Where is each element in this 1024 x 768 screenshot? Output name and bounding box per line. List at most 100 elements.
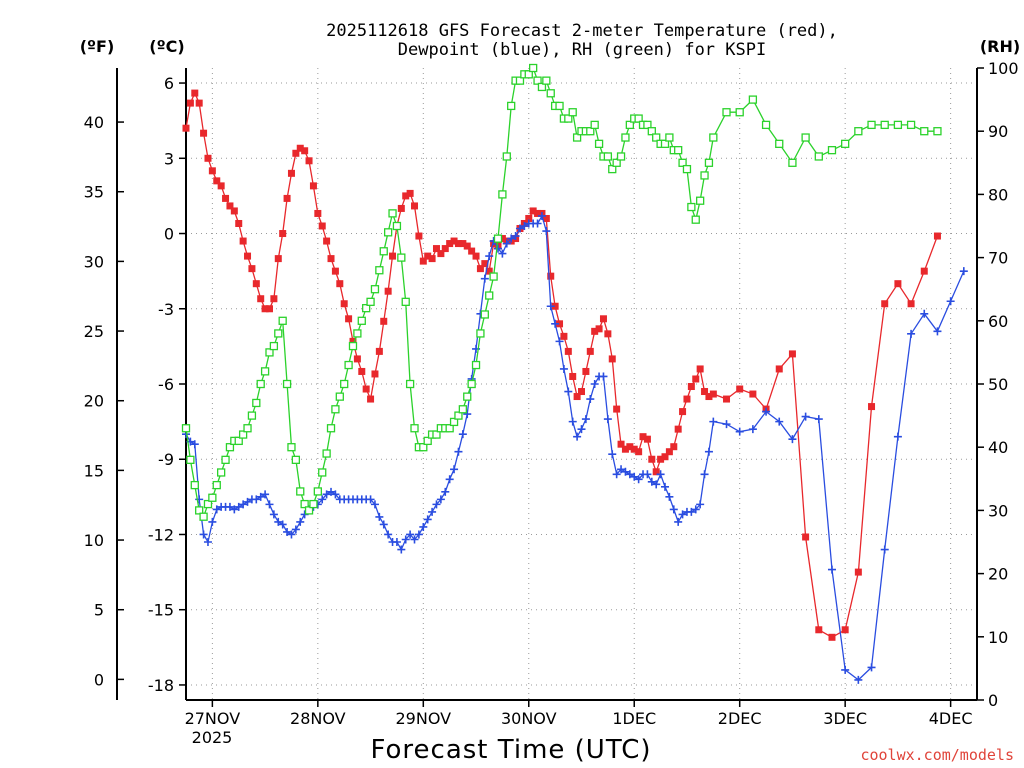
temperature-point <box>309 182 317 190</box>
dewpoint-series <box>182 211 968 684</box>
dewpoint-point <box>278 520 287 529</box>
rh-point <box>392 221 402 231</box>
temperature-point <box>586 347 594 355</box>
temperature-point <box>652 468 660 476</box>
celsius-tick-label: -15 <box>148 601 174 620</box>
dewpoint-point <box>269 510 278 519</box>
rh-point <box>344 360 353 370</box>
dewpoint-point <box>419 522 428 531</box>
temperature-point <box>331 267 339 275</box>
dewpoint-point <box>291 525 300 534</box>
temperature-point <box>362 385 370 393</box>
temperature-point <box>468 247 476 255</box>
rh-point <box>537 82 547 92</box>
credit-text: coolwx.com/models <box>860 746 1014 764</box>
temperature-point <box>213 177 221 185</box>
dewpoint-point <box>762 407 771 416</box>
rh-point <box>225 443 235 452</box>
rh-point <box>423 436 432 446</box>
dewpoint-point <box>933 327 942 336</box>
rh-point <box>247 411 257 420</box>
rh-tick-label: 90 <box>988 122 1008 141</box>
dewpoint-point <box>581 415 590 424</box>
rh-point <box>814 152 823 161</box>
celsius-tick-label: -6 <box>158 375 174 394</box>
dewpoint-point <box>647 477 656 486</box>
dewpoint-point <box>959 267 968 276</box>
temperature-point <box>542 214 550 222</box>
dewpoint-point <box>678 510 687 519</box>
rh-point <box>542 76 551 85</box>
temperature-point <box>498 235 506 243</box>
rh-point <box>348 341 358 351</box>
rh-point <box>709 133 718 142</box>
dewpoint-point <box>617 465 626 474</box>
dewpoint-point <box>410 535 419 544</box>
temperature-point <box>868 403 876 411</box>
rh-point <box>471 360 481 370</box>
rh-tick-label: 40 <box>988 438 1008 457</box>
rh-line <box>185 66 938 519</box>
rh-point <box>634 114 643 123</box>
rh-point <box>353 329 362 338</box>
dewpoint-point <box>612 470 621 479</box>
rh-point <box>388 209 397 218</box>
rh-point <box>674 146 683 155</box>
dewpoint-point <box>494 244 503 253</box>
temperature-point <box>551 302 559 310</box>
temperature-point <box>604 330 612 338</box>
dewpoint-point <box>463 410 472 419</box>
rh-point <box>291 455 301 464</box>
rh-tick-label: 80 <box>988 185 1008 204</box>
dewpoint-point <box>296 517 305 526</box>
temperature-point <box>432 245 440 253</box>
rh-point <box>555 101 564 111</box>
dewpoint-point <box>542 227 551 236</box>
rh-point <box>331 405 340 414</box>
dewpoint-point <box>669 505 678 514</box>
dewpoint-point <box>195 495 204 504</box>
temperature-point <box>195 99 203 107</box>
rh-point <box>217 468 226 477</box>
rh-point <box>445 424 454 433</box>
dewpoint-point <box>515 224 524 233</box>
rh-unit-label: (RH) <box>980 37 1020 56</box>
rh-tick-label: 10 <box>988 628 1008 647</box>
temperature-point <box>397 204 405 212</box>
rh-point <box>608 164 617 174</box>
temperature-point <box>525 214 533 222</box>
temperature-point <box>736 385 744 393</box>
rh-point <box>383 228 393 237</box>
temperature-point <box>292 149 300 157</box>
x-axis-title: Forecast Time (UTC) <box>370 735 651 765</box>
dewpoint-point <box>801 412 810 421</box>
temperature-point <box>463 242 471 250</box>
temperature-point <box>661 453 669 461</box>
fahrenheit-unit-label: (ºF) <box>80 37 115 56</box>
dewpoint-point <box>485 252 494 261</box>
fahrenheit-tick-label: 15 <box>84 461 104 480</box>
rh-point <box>195 506 204 515</box>
dewpoint-point <box>520 222 529 230</box>
temperature-point <box>182 124 190 132</box>
dewpoint-point <box>190 440 199 449</box>
temperature-point <box>556 320 564 328</box>
temperature-point <box>674 425 682 433</box>
rh-point <box>181 424 191 433</box>
dewpoint-point <box>208 517 217 526</box>
dewpoint-point <box>432 500 441 509</box>
rh-point <box>379 247 388 256</box>
temperature-point <box>920 267 928 275</box>
rh-tick-label: 0 <box>988 691 998 710</box>
rh-point <box>449 417 459 427</box>
rh-point <box>507 101 516 111</box>
dewpoint-point <box>660 482 669 491</box>
dewpoint-point <box>212 505 221 514</box>
dewpoint-point <box>827 565 836 574</box>
temperature-point <box>380 317 388 325</box>
celsius-tick-label: -3 <box>158 300 174 319</box>
rh-point <box>274 329 283 338</box>
dewpoint-point <box>573 432 582 441</box>
temperature-point <box>613 405 621 413</box>
